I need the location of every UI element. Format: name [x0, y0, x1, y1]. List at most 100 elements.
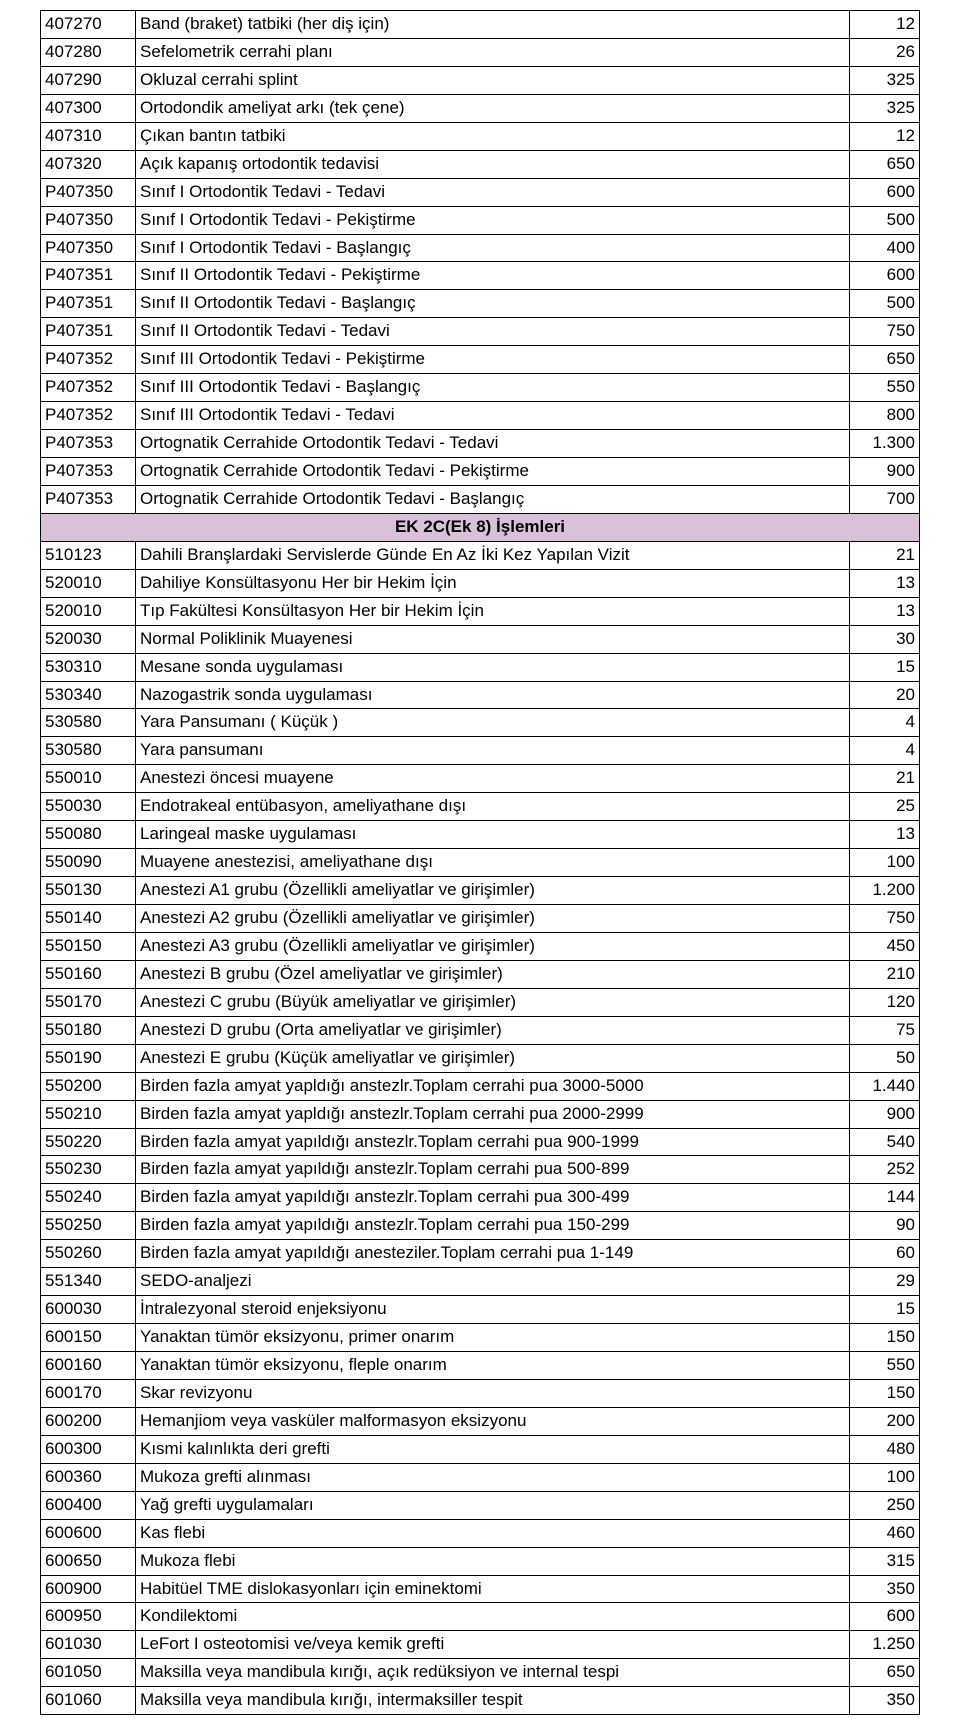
table-row: 550010Anestezi öncesi muayene21: [41, 765, 920, 793]
table-row: P407351Sınıf II Ortodontik Tedavi - Teda…: [41, 318, 920, 346]
code-cell: 550130: [41, 877, 136, 905]
code-cell: 550030: [41, 793, 136, 821]
table-row: 550210Birden fazla amyat yapldığı anstez…: [41, 1100, 920, 1128]
value-cell: 150: [850, 1379, 920, 1407]
code-cell: 550200: [41, 1072, 136, 1100]
value-cell: 600: [850, 1603, 920, 1631]
description-cell: Kondilektomi: [136, 1603, 850, 1631]
code-cell: 407270: [41, 11, 136, 39]
code-cell: P407350: [41, 234, 136, 262]
description-cell: Laringeal maske uygulaması: [136, 821, 850, 849]
value-cell: 30: [850, 625, 920, 653]
value-cell: 210: [850, 960, 920, 988]
table-row: 600160Yanaktan tümör eksizyonu, fleple o…: [41, 1352, 920, 1380]
value-cell: 12: [850, 11, 920, 39]
table-row: 600650Mukoza flebi315: [41, 1547, 920, 1575]
description-cell: Anestezi A3 grubu (Özellikli ameliyatlar…: [136, 932, 850, 960]
value-cell: 350: [850, 1575, 920, 1603]
code-cell: P407352: [41, 374, 136, 402]
value-cell: 325: [850, 94, 920, 122]
table-row: 530310Mesane sonda uygulaması15: [41, 653, 920, 681]
code-cell: 530580: [41, 737, 136, 765]
code-cell: P407350: [41, 178, 136, 206]
code-cell: 550080: [41, 821, 136, 849]
code-cell: P407351: [41, 262, 136, 290]
code-cell: 550190: [41, 1044, 136, 1072]
code-cell: 550090: [41, 849, 136, 877]
value-cell: 252: [850, 1156, 920, 1184]
description-cell: Dahiliye Konsültasyonu Her bir Hekim İçi…: [136, 569, 850, 597]
table-row: P407352Sınıf III Ortodontik Tedavi - Ted…: [41, 402, 920, 430]
code-cell: P407350: [41, 206, 136, 234]
description-cell: Sınıf III Ortodontik Tedavi - Tedavi: [136, 402, 850, 430]
description-cell: Anestezi D grubu (Orta ameliyatlar ve gi…: [136, 1016, 850, 1044]
value-cell: 350: [850, 1687, 920, 1715]
description-cell: Sınıf I Ortodontik Tedavi - Pekiştirme: [136, 206, 850, 234]
code-cell: 530310: [41, 653, 136, 681]
table-row: 550190Anestezi E grubu (Küçük ameliyatla…: [41, 1044, 920, 1072]
table-row: 550230Birden fazla amyat yapıldığı anste…: [41, 1156, 920, 1184]
table-row: P407350Sınıf I Ortodontik Tedavi - Tedav…: [41, 178, 920, 206]
value-cell: 650: [850, 150, 920, 178]
code-cell: 601030: [41, 1631, 136, 1659]
table-row: 600200Hemanjiom veya vasküler malformasy…: [41, 1407, 920, 1435]
table-row: 600300Kısmi kalınlıkta deri grefti480: [41, 1435, 920, 1463]
table-row: 550170Anestezi C grubu (Büyük ameliyatla…: [41, 988, 920, 1016]
table-row: 600400Yağ grefti uygulamaları250: [41, 1491, 920, 1519]
description-cell: Skar revizyonu: [136, 1379, 850, 1407]
description-cell: Maksilla veya mandibula kırığı, intermak…: [136, 1687, 850, 1715]
value-cell: 600: [850, 262, 920, 290]
description-cell: Anestezi öncesi muayene: [136, 765, 850, 793]
code-cell: P407351: [41, 290, 136, 318]
code-cell: 530340: [41, 681, 136, 709]
value-cell: 540: [850, 1128, 920, 1156]
description-cell: Yara pansumanı: [136, 737, 850, 765]
value-cell: 900: [850, 1100, 920, 1128]
value-cell: 550: [850, 374, 920, 402]
description-cell: Endotrakeal entübasyon, ameliyathane dış…: [136, 793, 850, 821]
table-row: 550250Birden fazla amyat yapıldığı anste…: [41, 1212, 920, 1240]
description-cell: Ortognatik Cerrahide Ortodontik Tedavi -…: [136, 458, 850, 486]
table-row: 550140Anestezi A2 grubu (Özellikli ameli…: [41, 905, 920, 933]
description-cell: Dahili Branşlardaki Servislerde Günde En…: [136, 541, 850, 569]
value-cell: 325: [850, 66, 920, 94]
table-row: 510123Dahili Branşlardaki Servislerde Gü…: [41, 541, 920, 569]
table-row: 601050Maksilla veya mandibula kırığı, aç…: [41, 1659, 920, 1687]
description-cell: Yağ grefti uygulamaları: [136, 1491, 850, 1519]
code-cell: 550250: [41, 1212, 136, 1240]
value-cell: 50: [850, 1044, 920, 1072]
description-cell: Birden fazla amyat yapldığı anstezlr.Top…: [136, 1100, 850, 1128]
table-row: 530580Yara Pansumanı ( Küçük )4: [41, 709, 920, 737]
table-row: 407320Açık kapanış ortodontik tedavisi65…: [41, 150, 920, 178]
description-cell: Kas flebi: [136, 1519, 850, 1547]
table-row: 550220Birden fazla amyat yapıldığı anste…: [41, 1128, 920, 1156]
value-cell: 21: [850, 765, 920, 793]
code-cell: 520010: [41, 569, 136, 597]
table-row: 550090Muayene anestezisi, ameliyathane d…: [41, 849, 920, 877]
price-table: 407270Band (braket) tatbiki (her diş içi…: [40, 10, 920, 1715]
value-cell: 460: [850, 1519, 920, 1547]
table-row: P407353Ortognatik Cerrahide Ortodontik T…: [41, 458, 920, 486]
table-row: 550260Birden fazla amyat yapıldığı anest…: [41, 1240, 920, 1268]
value-cell: 60: [850, 1240, 920, 1268]
code-cell: 600030: [41, 1296, 136, 1324]
code-cell: 600950: [41, 1603, 136, 1631]
description-cell: SEDO-analjezi: [136, 1268, 850, 1296]
code-cell: 601050: [41, 1659, 136, 1687]
value-cell: 144: [850, 1184, 920, 1212]
description-cell: LeFort I osteotomisi ve/veya kemik greft…: [136, 1631, 850, 1659]
code-cell: 550010: [41, 765, 136, 793]
description-cell: Açık kapanış ortodontik tedavisi: [136, 150, 850, 178]
code-cell: P407353: [41, 458, 136, 486]
value-cell: 450: [850, 932, 920, 960]
value-cell: 550: [850, 1352, 920, 1380]
table-row: P407353Ortognatik Cerrahide Ortodontik T…: [41, 430, 920, 458]
code-cell: 550170: [41, 988, 136, 1016]
value-cell: 15: [850, 653, 920, 681]
description-cell: Yara Pansumanı ( Küçük ): [136, 709, 850, 737]
description-cell: Sınıf II Ortodontik Tedavi - Pekiştirme: [136, 262, 850, 290]
code-cell: P407353: [41, 430, 136, 458]
code-cell: 600170: [41, 1379, 136, 1407]
description-cell: Habitüel TME dislokasyonları için eminek…: [136, 1575, 850, 1603]
description-cell: Nazogastrik sonda uygulaması: [136, 681, 850, 709]
